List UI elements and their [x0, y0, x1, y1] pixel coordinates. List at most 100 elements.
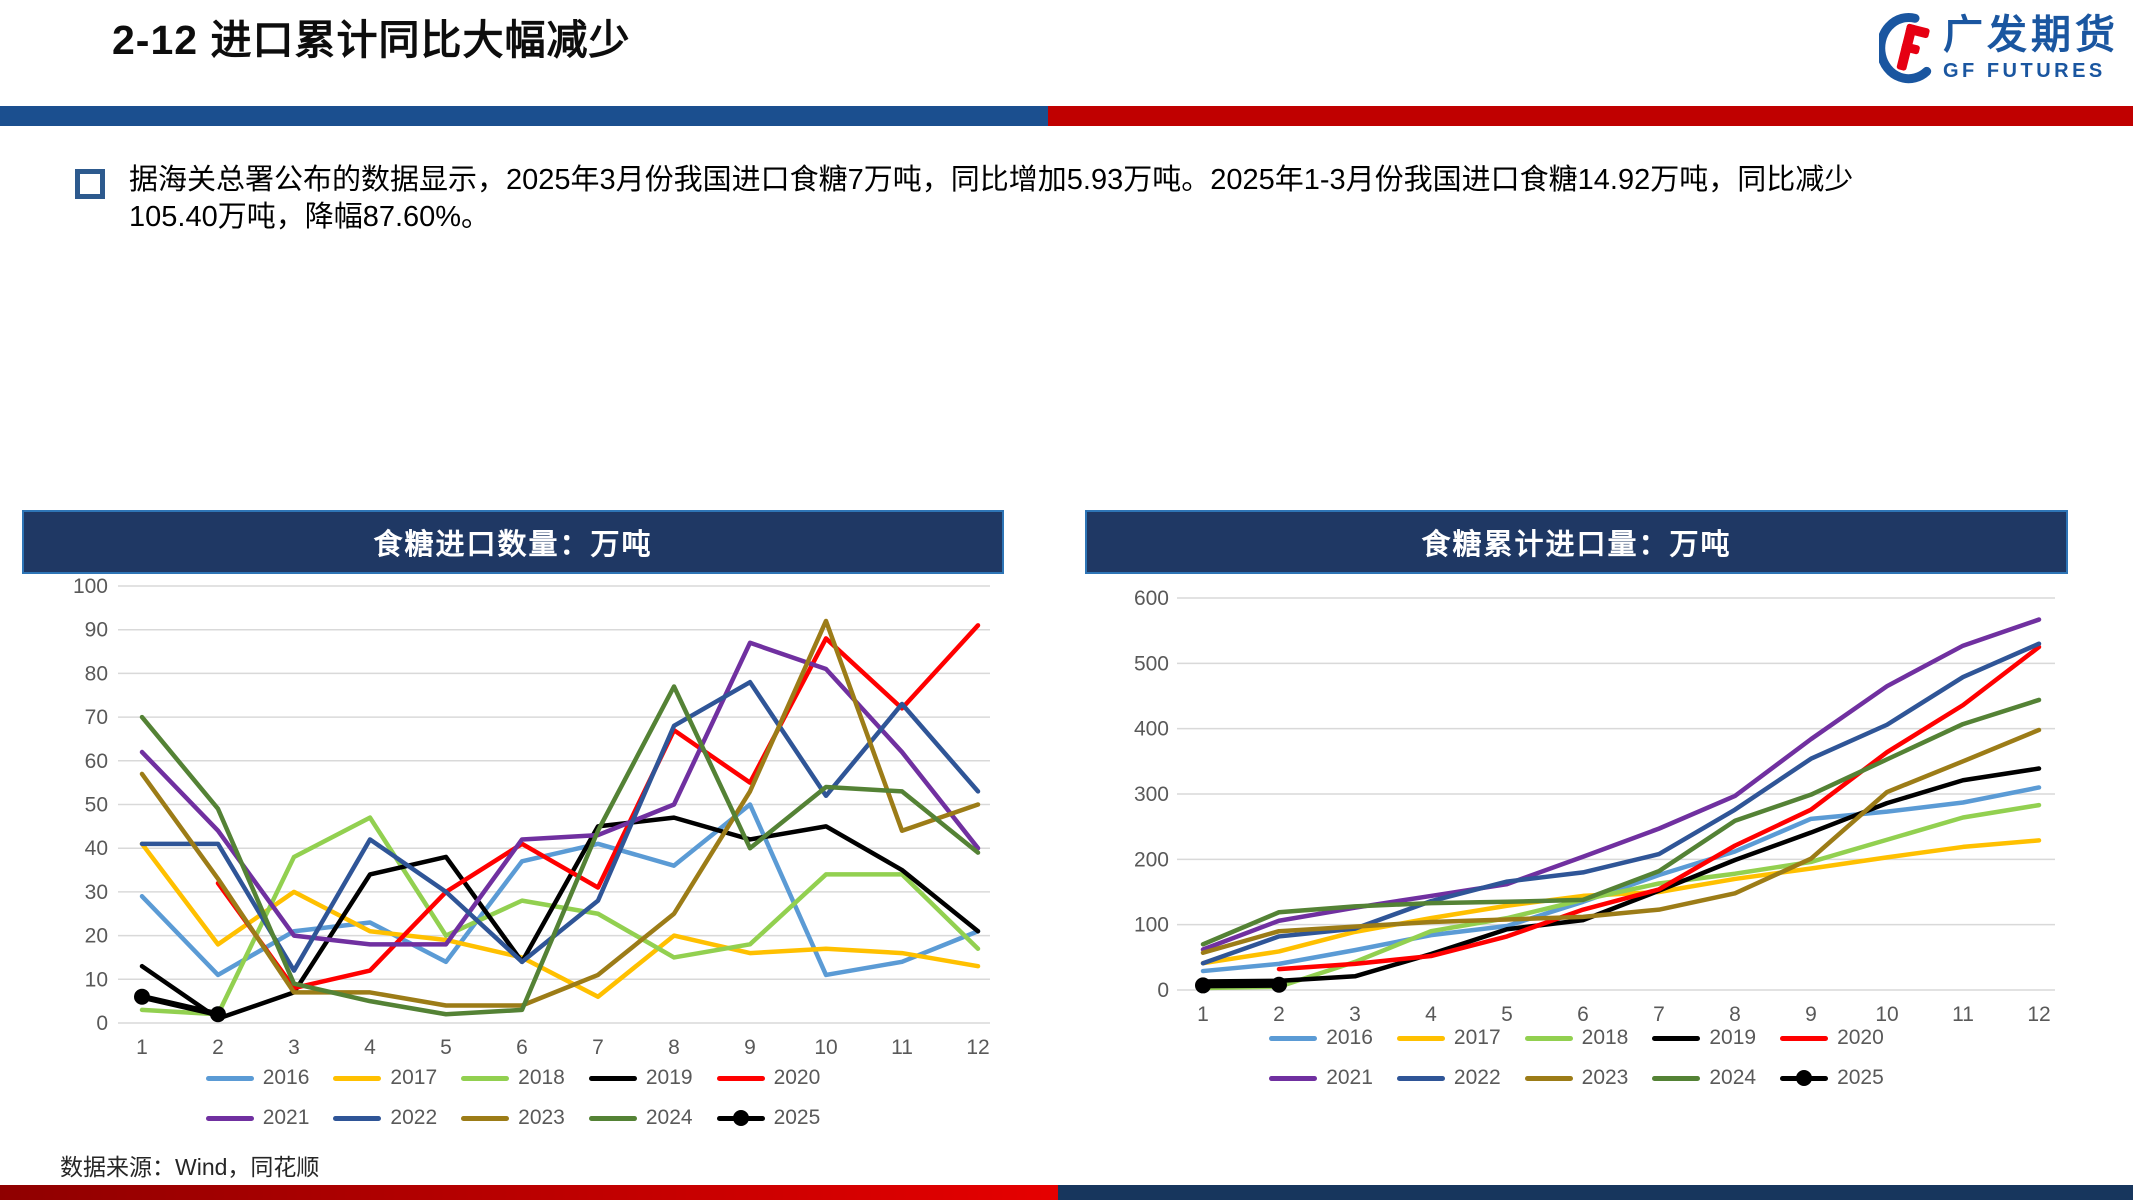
chart-title-cumulative-imports: 食糖累计进口量：万吨	[1085, 510, 2068, 574]
svg-text:5: 5	[1501, 1003, 1513, 1026]
svg-text:80: 80	[85, 662, 108, 685]
svg-text:10: 10	[814, 1036, 837, 1059]
svg-text:300: 300	[1134, 783, 1169, 806]
legend-label-2021: 2021	[262, 1106, 310, 1129]
svg-text:100: 100	[1134, 914, 1169, 937]
legend-swatch-2019	[588, 1075, 637, 1081]
legend-label-2024: 2024	[1709, 1066, 1757, 1089]
svg-text:8: 8	[668, 1036, 680, 1059]
legend-label-2025: 2025	[773, 1106, 821, 1129]
data-source-note: 数据来源：Wind，同花顺	[60, 1154, 320, 1180]
legend-label-2022: 2022	[1453, 1066, 1501, 1089]
legend-label-2020: 2020	[1837, 1026, 1884, 1049]
svg-text:3: 3	[1349, 1003, 1361, 1026]
bullet-text: 据海关总署公布的数据显示，2025年3月份我国进口食糖7万吨，同比增加5.93万…	[129, 164, 1854, 234]
series-2018-line	[1200, 802, 2042, 991]
series-2022-line	[1200, 641, 2042, 966]
legend-label-2016: 2016	[1326, 1026, 1373, 1049]
gf-logo-icon	[1879, 13, 1932, 84]
svg-text:12: 12	[966, 1036, 989, 1059]
svg-text:50: 50	[85, 794, 108, 817]
legend-item-2017: 2017	[1396, 1026, 1501, 1050]
legend-item-2020: 2020	[716, 1066, 821, 1090]
legend-label-2020: 2020	[773, 1066, 821, 1089]
header-divider-red-segment	[1048, 106, 2133, 126]
logo-en-name: GF FUTURES	[1943, 60, 2106, 82]
svg-text:9: 9	[1805, 1003, 1817, 1026]
svg-text:11: 11	[891, 1036, 913, 1059]
svg-text:0: 0	[96, 1012, 108, 1035]
legend-item-2018: 2018	[461, 1066, 565, 1090]
legend-swatch-2018	[1524, 1035, 1573, 1041]
legend-swatch-2023	[1524, 1075, 1573, 1081]
y-gridlines	[1177, 597, 2055, 991]
legend-swatch-2016	[205, 1075, 254, 1081]
header-divider-bar	[0, 106, 2133, 126]
chart-title-monthly-imports-label: 食糖进口数量：万吨	[373, 529, 653, 561]
svg-text:400: 400	[1134, 718, 1169, 741]
svg-text:7: 7	[1653, 1003, 1665, 1026]
legend-swatch-2024	[588, 1115, 637, 1121]
legend-item-2021: 2021	[1269, 1066, 1373, 1090]
legend-swatch-2016	[1269, 1035, 1318, 1041]
footer-divider-red-segment	[0, 1185, 1058, 1200]
svg-text:600: 600	[1134, 587, 1169, 610]
svg-text:70: 70	[85, 706, 108, 729]
svg-text:0: 0	[1157, 979, 1169, 1002]
series-2020-line	[215, 623, 981, 991]
series-2023-line	[1200, 727, 2042, 956]
svg-text:12: 12	[2027, 1003, 2050, 1026]
legend-item-2025: 2025	[1780, 1066, 1884, 1090]
legend-item-2022: 2022	[333, 1106, 437, 1130]
legend-label-2018: 2018	[1581, 1026, 1629, 1049]
legend-item-2025: 2025	[716, 1106, 821, 1130]
legend-label-2018: 2018	[518, 1066, 565, 1089]
footer-divider-bar	[0, 1185, 2133, 1200]
svg-text:7: 7	[592, 1036, 604, 1059]
legend-label-2017: 2017	[1453, 1026, 1501, 1049]
series-2016-line	[139, 802, 981, 978]
y-gridlines	[118, 585, 990, 1024]
svg-text:11: 11	[1952, 1003, 1974, 1026]
legend-swatch-2024	[1652, 1075, 1701, 1081]
series-2017-line	[139, 841, 981, 1000]
series-2024-line	[139, 684, 981, 1017]
legend-label-2023: 2023	[1581, 1066, 1629, 1089]
legend-swatch-2022	[1396, 1075, 1445, 1081]
series-2018-line	[139, 815, 981, 1017]
legend-swatch-2020	[716, 1075, 765, 1081]
y-axis-labels: 0 10 20 30 40 50 60 70 80 90 100	[73, 575, 108, 1035]
legend-item-2017: 2017	[333, 1066, 437, 1090]
chart-title-cumulative-imports-label: 食糖累计进口量：万吨	[1421, 529, 1732, 561]
legend-item-2024: 2024	[588, 1106, 693, 1130]
logo-cn-name: 广发期货	[1943, 13, 2119, 57]
series-2021-line	[139, 640, 981, 947]
legend-item-2020: 2020	[1780, 1026, 1884, 1050]
chart-card-monthly-imports: 食糖进口数量：万吨 0 10 20 30 40 50 60 70 80 90 100 1 2 3 4 5 6 7 8…	[22, 510, 1004, 1130]
legend-label-2019: 2019	[1709, 1026, 1757, 1049]
legend-swatch-2019	[1652, 1035, 1701, 1041]
series-2023-line	[139, 618, 981, 1008]
legend-swatch-2025	[716, 1110, 765, 1126]
legend-item-2021: 2021	[205, 1106, 310, 1130]
series-2024-line	[1200, 697, 2042, 947]
svg-text:60: 60	[85, 750, 108, 773]
legend-item-2016: 2016	[205, 1066, 309, 1090]
legend-label-2024: 2024	[645, 1106, 693, 1129]
gf-futures-logo: 广发期货 GF FUTURES	[1879, 10, 2119, 86]
bullet-square-marker	[75, 169, 105, 199]
legend-label-2017: 2017	[390, 1066, 438, 1089]
svg-text:6: 6	[516, 1036, 528, 1059]
logo-text: 广发期货 GF FUTURES	[1943, 15, 2119, 81]
svg-text:200: 200	[1134, 848, 1169, 871]
legend-swatch-2017	[333, 1075, 382, 1081]
legend-label-2019: 2019	[645, 1066, 693, 1089]
legend-label-2021: 2021	[1326, 1066, 1373, 1089]
y-axis-labels: 0 100 200 300 400 500 600	[1134, 587, 1169, 1002]
svg-text:100: 100	[73, 575, 108, 598]
series-2019-line	[139, 815, 981, 1021]
legend-label-2022: 2022	[390, 1106, 438, 1129]
legend-swatch-2021	[1269, 1075, 1318, 1081]
legend-label-2023: 2023	[518, 1106, 565, 1129]
